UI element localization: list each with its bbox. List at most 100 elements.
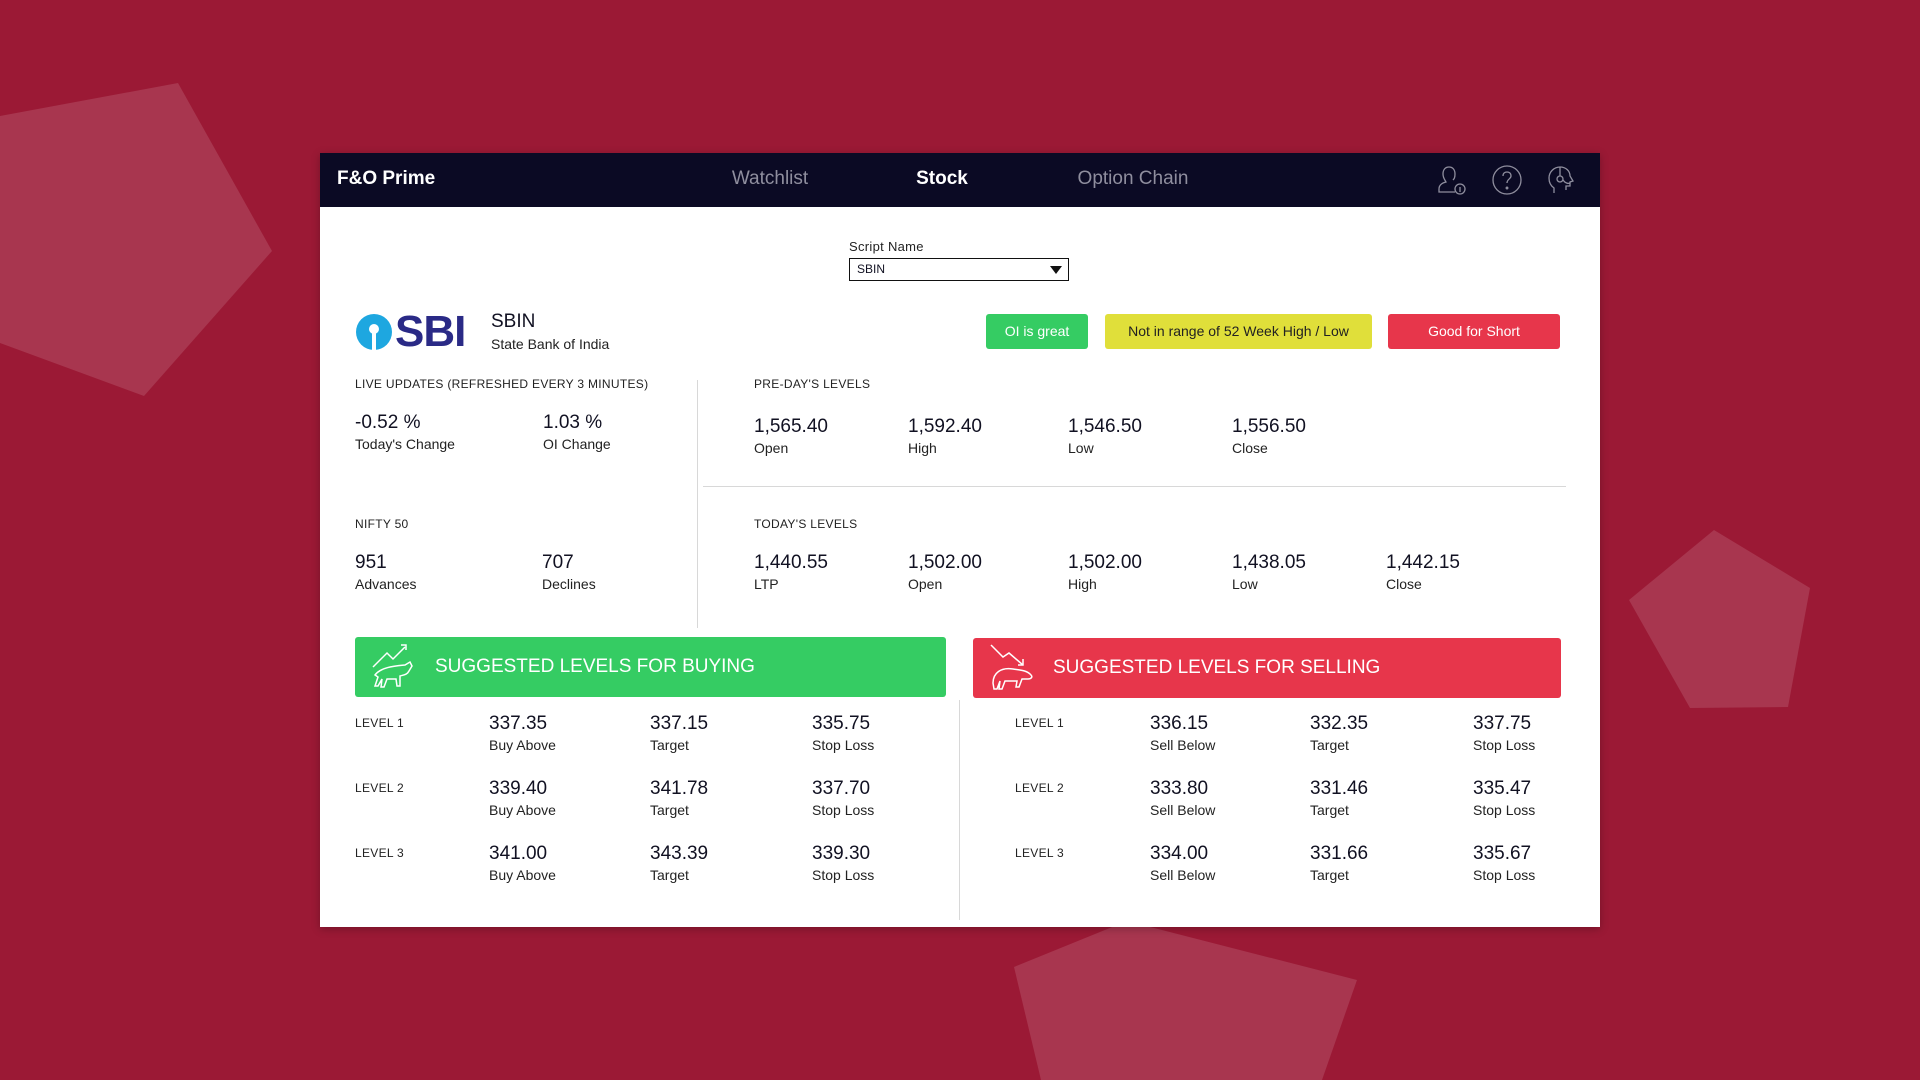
selling-level-value: 335.67 xyxy=(1473,843,1532,864)
today-label: High xyxy=(1068,576,1097,592)
selling-title: SUGGESTED LEVELS FOR SELLING xyxy=(1053,657,1381,678)
today-label: Close xyxy=(1386,576,1422,592)
horizontal-divider xyxy=(703,486,1566,487)
selling-level-value: 334.00 xyxy=(1150,843,1209,864)
buying-banner: SUGGESTED LEVELS FOR BUYING xyxy=(355,637,946,697)
live-label: OI Change xyxy=(543,436,611,452)
selling-level-label: LEVEL 3 xyxy=(1015,846,1065,860)
selling-level-value: 337.75 xyxy=(1473,713,1532,734)
selling-level-value: 331.66 xyxy=(1310,843,1369,864)
buying-level-value: 339.30 xyxy=(812,843,871,864)
selling-level-caption: Sell Below xyxy=(1150,802,1216,818)
selling-level-caption: Sell Below xyxy=(1150,737,1216,753)
preday-value: 1,556.50 xyxy=(1232,416,1306,437)
today-value: 1,502.00 xyxy=(1068,552,1142,573)
buying-level-value: 341.78 xyxy=(650,778,709,799)
selling-level-caption: Target xyxy=(1310,737,1349,753)
nifty-heading: NIFTY 50 xyxy=(355,517,409,531)
vertical-divider xyxy=(697,380,698,628)
stock-symbol: SBIN xyxy=(491,311,536,332)
preday-value: 1,565.40 xyxy=(754,416,828,437)
stock-name: State Bank of India xyxy=(491,336,610,352)
live-value: 1.03 % xyxy=(543,412,603,433)
nifty-label: Declines xyxy=(542,576,596,592)
badge-52-week-range[interactable]: Not in range of 52 Week High / Low xyxy=(1105,314,1372,349)
pentagon-shape xyxy=(1014,921,1357,1080)
buying-level-value: 341.00 xyxy=(489,843,548,864)
buying-level-value: 343.39 xyxy=(650,843,709,864)
sbi-keyhole-icon xyxy=(356,314,392,351)
selling-level-caption: Target xyxy=(1310,802,1349,818)
live-value: -0.52 % xyxy=(355,412,421,433)
selling-level-value: 331.46 xyxy=(1310,778,1369,799)
stock-card: F&O Prime Watchlist Stock Option Chain S… xyxy=(320,153,1600,927)
buying-level-value: 335.75 xyxy=(812,713,871,734)
buying-level-caption: Target xyxy=(650,802,689,818)
script-name-value: SBIN xyxy=(857,262,886,276)
nav-option-chain[interactable]: Option Chain xyxy=(1077,168,1189,189)
live-label: Today's Change xyxy=(355,436,455,452)
vertical-divider xyxy=(959,700,960,920)
today-label: Open xyxy=(908,576,943,592)
badge-oi-great[interactable]: OI is great xyxy=(986,314,1088,349)
today-value: 1,440.55 xyxy=(754,552,828,573)
preday-label: Low xyxy=(1068,440,1094,456)
today-value: 1,438.05 xyxy=(1232,552,1306,573)
sbi-logo-text: SBI xyxy=(395,307,466,356)
buying-level-caption: Target xyxy=(650,737,689,753)
today-value: 1,442.15 xyxy=(1386,552,1460,573)
dropdown-arrow-icon xyxy=(1050,266,1062,274)
nifty-label: Advances xyxy=(355,576,417,592)
today-label: LTP xyxy=(754,576,779,592)
buying-level-caption: Buy Above xyxy=(489,737,556,753)
script-name-select[interactable]: SBIN xyxy=(849,258,1069,281)
today-label: Low xyxy=(1232,576,1258,592)
selling-level-value: 335.47 xyxy=(1473,778,1532,799)
script-name-label: Script Name xyxy=(849,239,924,254)
buying-level-caption: Stop Loss xyxy=(812,737,875,753)
preday-heading: PRE-DAY'S LEVELS xyxy=(754,377,871,391)
nav-watchlist[interactable]: Watchlist xyxy=(731,168,809,189)
today-value: 1,502.00 xyxy=(908,552,982,573)
today-heading: TODAY'S LEVELS xyxy=(754,517,858,531)
buying-level-value: 337.70 xyxy=(812,778,871,799)
bull-icon xyxy=(372,644,413,688)
live-heading: LIVE UPDATES (REFRESHED EVERY 3 MINUTES) xyxy=(355,377,649,391)
bear-icon xyxy=(990,644,1033,690)
buying-level-label: LEVEL 1 xyxy=(355,716,405,730)
selling-level-caption: Target xyxy=(1310,867,1349,883)
pentagon-shape xyxy=(1629,530,1810,708)
selling-level-label: LEVEL 1 xyxy=(1015,716,1065,730)
buying-level-value: 337.15 xyxy=(650,713,709,734)
buying-level-label: LEVEL 2 xyxy=(355,781,405,795)
headset-support-icon[interactable] xyxy=(1544,163,1578,197)
help-icon[interactable] xyxy=(1490,163,1524,197)
top-nav-bar: F&O Prime Watchlist Stock Option Chain xyxy=(320,153,1600,207)
preday-label: Close xyxy=(1232,440,1268,456)
buying-level-value: 337.35 xyxy=(489,713,548,734)
selling-level-caption: Stop Loss xyxy=(1473,867,1536,883)
user-info-icon[interactable] xyxy=(1436,163,1470,197)
buying-title: SUGGESTED LEVELS FOR BUYING xyxy=(435,656,755,677)
preday-label: High xyxy=(908,440,937,456)
preday-value: 1,546.50 xyxy=(1068,416,1142,437)
buying-level-label: LEVEL 3 xyxy=(355,846,405,860)
selling-level-label: LEVEL 2 xyxy=(1015,781,1065,795)
preday-value: 1,592.40 xyxy=(908,416,982,437)
nifty-value: 951 xyxy=(355,552,387,573)
buying-level-caption: Buy Above xyxy=(489,802,556,818)
nav-stock[interactable]: Stock xyxy=(916,168,968,189)
selling-banner: SUGGESTED LEVELS FOR SELLING xyxy=(973,638,1561,698)
pentagon-shape xyxy=(0,83,272,396)
selling-level-value: 333.80 xyxy=(1150,778,1209,799)
buying-level-caption: Stop Loss xyxy=(812,867,875,883)
buying-level-caption: Buy Above xyxy=(489,867,556,883)
selling-level-value: 332.35 xyxy=(1310,713,1369,734)
nifty-value: 707 xyxy=(542,552,574,573)
selling-level-value: 336.15 xyxy=(1150,713,1209,734)
buying-level-caption: Stop Loss xyxy=(812,802,875,818)
buying-level-value: 339.40 xyxy=(489,778,548,799)
buying-level-caption: Target xyxy=(650,867,689,883)
badge-good-for-short[interactable]: Good for Short xyxy=(1388,314,1560,349)
